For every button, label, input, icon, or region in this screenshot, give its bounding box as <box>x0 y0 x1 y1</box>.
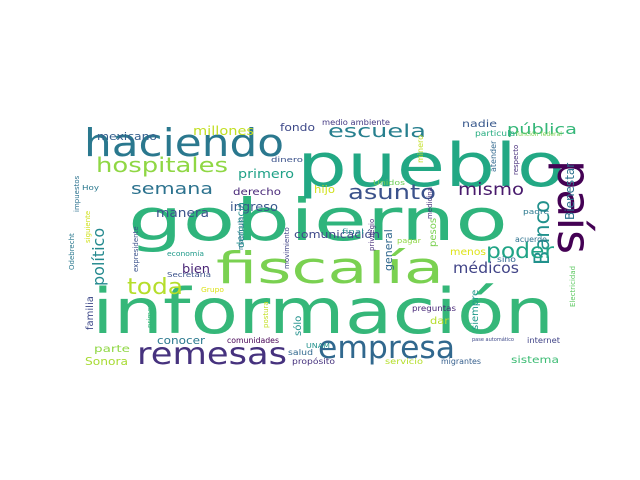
word-migrantes: migrantes <box>441 357 481 366</box>
word-impuestos: impuestos <box>73 175 81 212</box>
word-padre: padre <box>523 208 549 216</box>
word-ingreso: ingreso <box>230 200 278 214</box>
word-siguiente: siguiente <box>84 211 92 243</box>
word-unidos: Unidos <box>373 179 405 187</box>
word-movimiento: movimiento <box>283 227 291 269</box>
word-toda: toda <box>127 275 183 300</box>
word-postura: postura <box>262 301 270 328</box>
word-acuerdo: acuerdo <box>515 235 547 244</box>
word-banco: Banco <box>530 200 554 265</box>
word-sonora: Sonora <box>85 355 128 368</box>
word-pueblo: pueblo <box>297 131 565 201</box>
word-gobierno: gobierno <box>128 186 508 254</box>
word-informacion: información <box>92 275 554 348</box>
word-hoy: Hoy <box>82 184 99 192</box>
word-atender: atender <box>489 140 498 172</box>
word-escuela: escuela <box>328 121 426 142</box>
word-matricula: matrícula <box>237 217 245 250</box>
word-pase-automatico: pase automático <box>472 336 514 343</box>
word-nadie: nadie <box>462 119 497 130</box>
word-general: general <box>382 229 395 271</box>
word-siempre: siempre <box>470 290 481 330</box>
word-denuncia: denuncia <box>236 202 247 248</box>
word-politico: político <box>89 228 108 286</box>
word-hijo: hijo <box>314 183 335 196</box>
word-comunidades: comunidades <box>227 336 279 345</box>
word-servicio: servicio <box>385 357 423 366</box>
word-final: final <box>342 228 364 236</box>
word-hospitales: hospitales <box>96 153 228 177</box>
word-asunto: asunto <box>348 180 436 204</box>
word-secretaria: Secretaría <box>167 271 211 279</box>
word-medio-ambiente: medio ambiente <box>322 118 390 127</box>
word-millones: millones <box>193 124 254 138</box>
word-primero: primero <box>238 167 294 181</box>
word-publica: pública <box>507 122 577 138</box>
word-internet: internet <box>527 336 560 345</box>
word-proposito: propósito <box>292 356 335 366</box>
word-bienestar: Bienestar <box>563 163 577 220</box>
word-pais: país <box>547 160 601 254</box>
word-parte: parte <box>94 344 130 355</box>
word-salud: salud <box>288 348 313 357</box>
word-pagar: pagar <box>397 237 421 245</box>
word-medicos: médicos <box>453 259 519 277</box>
word-poder: poder <box>486 239 554 263</box>
word-comunicacion: comunicación <box>294 228 380 241</box>
word-empresa: empresa <box>318 330 455 366</box>
word-respecto: respecto <box>512 145 520 175</box>
word-grupo: Grupo <box>201 286 224 294</box>
word-medicina: medicina <box>426 187 434 219</box>
word-economia: economía <box>167 250 204 258</box>
word-bien: bien <box>182 262 210 276</box>
word-privilegio: privilegio <box>368 219 376 251</box>
word-mexicano: mexicano <box>97 130 157 143</box>
word-pesos: pesos <box>428 218 439 247</box>
word-dar: dar <box>430 316 450 327</box>
word-odebrecht: Odebrecht <box>68 233 76 270</box>
word-preguntas: preguntas <box>412 304 456 313</box>
word-fiscalia: fiscalía <box>216 243 444 294</box>
word-mismo: mismo <box>458 180 524 200</box>
word-conocer: conocer <box>157 334 206 347</box>
word-sistema: sistema <box>511 355 559 366</box>
word-manera: manera <box>156 206 209 220</box>
word-primera: primera <box>146 300 154 328</box>
word-menos: menos <box>450 247 486 258</box>
word-unam: UNAM <box>306 342 330 350</box>
word-remesas: remesas <box>137 337 287 372</box>
word-semana: semana <box>131 179 213 198</box>
word-familia: familia <box>85 296 96 330</box>
word-fondo: fondo <box>280 121 315 134</box>
word-minero: minero <box>416 135 425 163</box>
word-particular: particular <box>475 129 520 138</box>
word-haciendo: haciendo <box>84 121 284 165</box>
word-sino: sino <box>497 255 516 264</box>
word-derecho: derecho <box>233 187 281 198</box>
word-electricidad: Electricidad <box>569 266 577 307</box>
word-expresidente: expresidente <box>132 226 140 272</box>
word-dinero: dinero <box>271 156 303 164</box>
word-solo: sólo <box>292 316 304 336</box>
word-funcion-federal: función federal <box>516 131 562 138</box>
